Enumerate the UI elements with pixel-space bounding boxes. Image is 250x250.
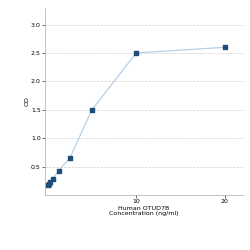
- Point: [57, 168, 61, 172]
- Point: [48, 180, 52, 184]
- Point: [223, 45, 227, 49]
- Point: [51, 176, 55, 180]
- Point: [90, 108, 94, 112]
- Point: [68, 156, 72, 160]
- Point: [134, 51, 138, 55]
- X-axis label: Human OTUD7B
Concentration (ng/ml): Human OTUD7B Concentration (ng/ml): [109, 206, 178, 216]
- Point: [47, 182, 51, 186]
- Y-axis label: OD: OD: [24, 96, 29, 106]
- Point: [46, 183, 50, 187]
